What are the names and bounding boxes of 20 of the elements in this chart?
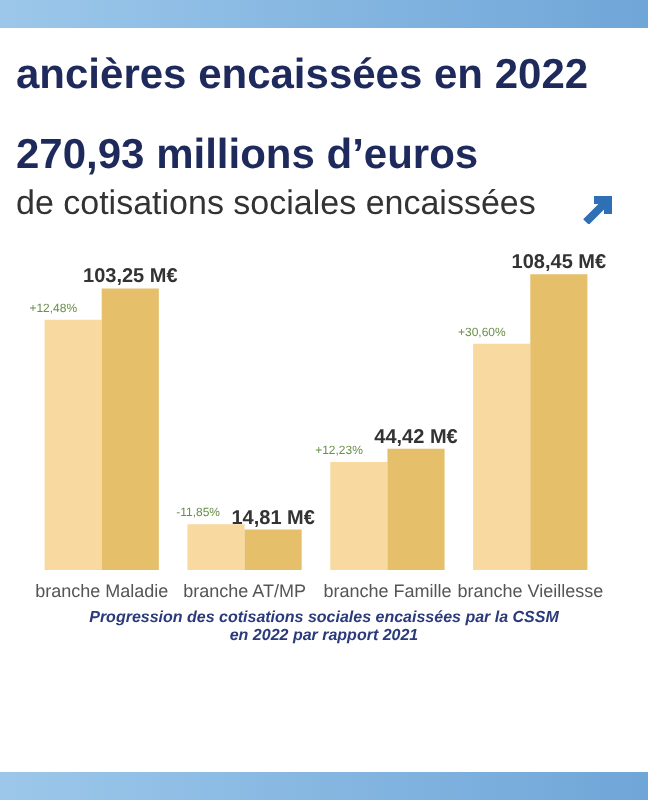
x-tick-label: branche Vieillesse: [457, 581, 604, 601]
bar: [530, 274, 588, 570]
data-label: 14,81 M€: [231, 507, 316, 530]
bar: [44, 319, 102, 570]
bar: [101, 288, 159, 570]
x-tick-label: branche Famille: [323, 581, 452, 601]
bar: [244, 529, 302, 570]
x-tick-label: branche AT/MP: [183, 581, 306, 601]
text: de cotisations sociales encaissées: [16, 184, 538, 224]
text: Progression des cotisations sociales encaissées par la CSSM en 2022 par rapport 2021: [87, 608, 561, 644]
data-label: 108,45 M€: [511, 252, 607, 275]
x-tick-label: branche Maladie: [35, 581, 169, 601]
bar: [387, 448, 445, 570]
bar: [330, 462, 388, 570]
chart-subtitle: 270,93 millions d’euros: [16, 132, 481, 180]
chart-title: ancières encaissées en 2022: [16, 52, 591, 100]
data-label: 103,25 M€: [83, 266, 179, 289]
bar: [473, 343, 531, 570]
data-label: 44,42 M€: [374, 426, 459, 449]
bar: [187, 524, 245, 570]
